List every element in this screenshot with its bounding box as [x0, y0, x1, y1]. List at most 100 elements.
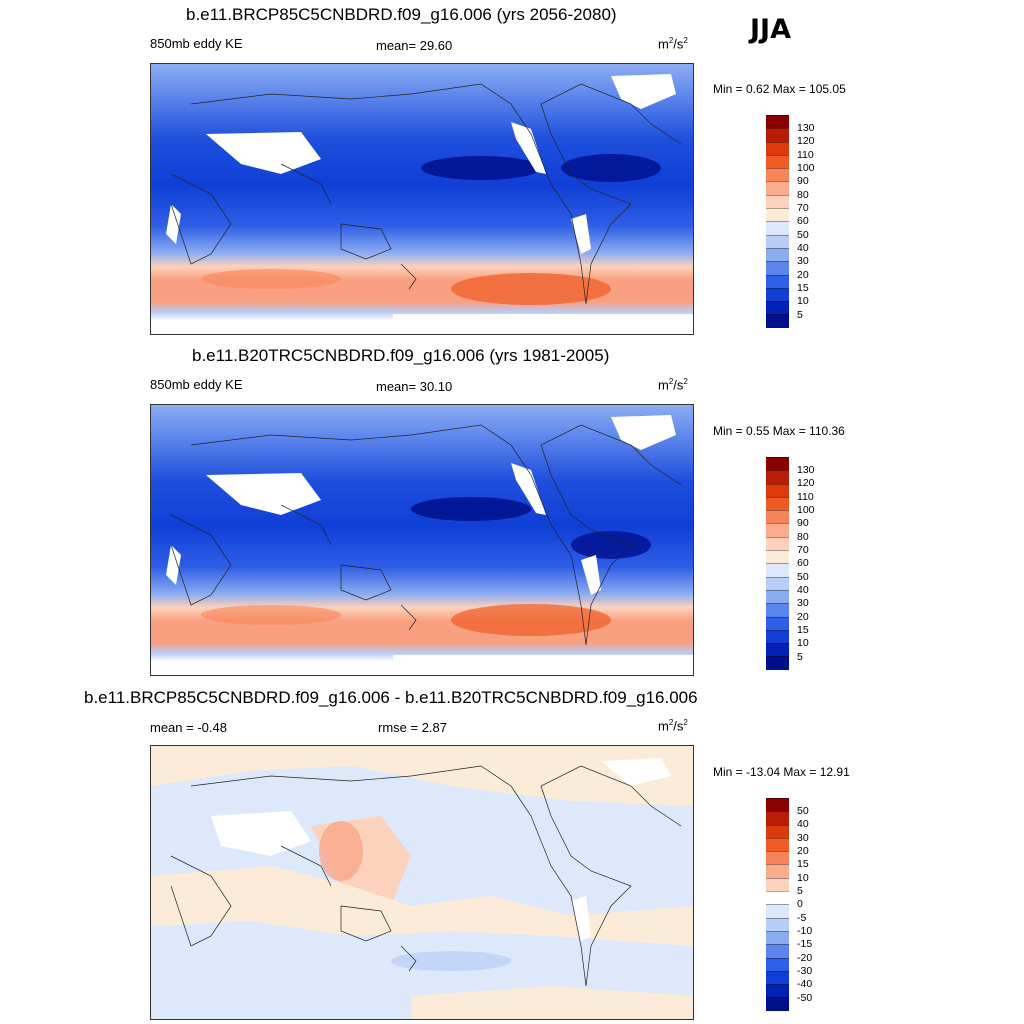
- colorbar-swatch: [766, 457, 789, 471]
- colorbar-tick-label: 130: [797, 122, 815, 134]
- colorbar-swatch: [766, 891, 789, 905]
- colorbar-tick-label: 40: [797, 818, 809, 830]
- colorbar-tick-label: -15: [797, 938, 813, 950]
- panel-2-minmax: Min = 0.55 Max = 110.36: [713, 424, 845, 438]
- colorbar-tick-label: -50: [797, 992, 813, 1004]
- colorbar-swatch: [766, 811, 789, 825]
- colorbar-tick-label: 120: [797, 477, 815, 489]
- colorbar-tick-label: 110: [797, 149, 814, 161]
- colorbar-tick-label: 30: [797, 597, 809, 609]
- colorbar-swatch: [766, 470, 789, 484]
- colorbar-swatch: [766, 314, 789, 328]
- colorbar-swatch: [766, 589, 789, 604]
- panel-1-map: [150, 63, 694, 335]
- colorbar-tick-label: 10: [797, 872, 809, 884]
- colorbar-swatch: [766, 141, 789, 155]
- colorbar-tick-label: 100: [797, 162, 815, 174]
- colorbar-swatch: [766, 603, 789, 617]
- colorbar-swatch: [766, 864, 789, 878]
- colorbar-tick-label: -20: [797, 952, 813, 964]
- colorbar-swatch: [766, 261, 789, 275]
- panel-3-colorbar: [766, 798, 789, 1011]
- panel-2-mean: mean= 30.10: [376, 379, 453, 394]
- panel-2-units: m2/s2: [658, 377, 688, 393]
- colorbar-swatch: [766, 629, 789, 644]
- colorbar-tick-label: 60: [797, 215, 809, 227]
- colorbar-tick-label: 100: [797, 504, 815, 516]
- colorbar-swatch: [766, 301, 789, 315]
- panel-2-field-label: 850mb eddy KE: [150, 377, 243, 392]
- colorbar-tick-label: -40: [797, 978, 813, 990]
- colorbar-tick-label: 15: [797, 282, 809, 294]
- colorbar-tick-label: 20: [797, 269, 809, 281]
- colorbar-swatch: [766, 234, 789, 248]
- colorbar-tick-label: 70: [797, 544, 809, 556]
- colorbar-tick-label: 40: [797, 242, 809, 254]
- panel-2-title: b.e11.B20TRC5CNBDRD.f09_g16.006 (yrs 198…: [192, 346, 610, 365]
- colorbar-swatch: [766, 984, 789, 998]
- colorbar-swatch: [766, 798, 789, 812]
- colorbar-tick-label: -10: [797, 925, 813, 937]
- colorbar-swatch: [766, 194, 789, 209]
- colorbar-swatch: [766, 904, 789, 918]
- colorbar-swatch: [766, 877, 789, 892]
- panel-1-units: m2/s2: [658, 36, 688, 52]
- colorbar-tick-label: 5: [797, 309, 803, 321]
- colorbar-swatch: [766, 536, 789, 551]
- colorbar-tick-label: 70: [797, 202, 809, 214]
- colorbar-swatch: [766, 643, 789, 657]
- colorbar-swatch: [766, 128, 789, 142]
- colorbar-tick-label: 120: [797, 135, 815, 147]
- colorbar-tick-label: 30: [797, 255, 809, 267]
- colorbar-swatch: [766, 930, 789, 945]
- colorbar-tick-label: 80: [797, 189, 809, 201]
- panel-1-minmax: Min = 0.62 Max = 105.05: [713, 82, 846, 96]
- colorbar-swatch: [766, 550, 789, 564]
- colorbar-swatch: [766, 616, 789, 630]
- panel-1-mean: mean= 29.60: [376, 38, 453, 53]
- colorbar-tick-label: 130: [797, 464, 815, 476]
- colorbar-tick-label: 50: [797, 229, 809, 241]
- colorbar-tick-label: 5: [797, 885, 803, 897]
- colorbar-tick-label: 10: [797, 637, 809, 649]
- colorbar-swatch: [766, 181, 789, 195]
- colorbar-swatch: [766, 837, 789, 852]
- colorbar-swatch: [766, 970, 789, 985]
- colorbar-swatch: [766, 483, 789, 497]
- colorbar-swatch: [766, 656, 789, 670]
- colorbar-tick-label: 80: [797, 531, 809, 543]
- colorbar-swatch: [766, 563, 789, 577]
- colorbar-tick-label: 20: [797, 845, 809, 857]
- colorbar-tick-label: 20: [797, 611, 809, 623]
- panel-3-mean: mean = -0.48: [150, 720, 227, 735]
- panel-3-minmax: Min = -13.04 Max = 12.91: [713, 765, 850, 779]
- panel-3-units: m2/s2: [658, 718, 688, 734]
- colorbar-swatch: [766, 957, 789, 971]
- colorbar-tick-label: 15: [797, 624, 809, 636]
- colorbar-swatch: [766, 274, 789, 288]
- panel-3-rmse: rmse = 2.87: [378, 720, 448, 735]
- colorbar-tick-label: 5: [797, 651, 803, 663]
- colorbar-swatch: [766, 115, 789, 129]
- panel-1-colorbar: [766, 115, 789, 328]
- colorbar-swatch: [766, 510, 789, 524]
- colorbar-tick-label: 50: [797, 805, 809, 817]
- colorbar-swatch: [766, 208, 789, 222]
- colorbar-swatch: [766, 221, 789, 235]
- panel-2-colorbar: [766, 457, 789, 670]
- panel-3-map: [150, 745, 694, 1020]
- colorbar-tick-label: -5: [797, 912, 807, 924]
- panel-3-title: b.e11.BRCP85C5CNBDRD.f09_g16.006 - b.e11…: [84, 688, 698, 707]
- panel-1-title: b.e11.BRCP85C5CNBDRD.f09_g16.006 (yrs 20…: [186, 5, 617, 24]
- colorbar-swatch: [766, 154, 789, 169]
- colorbar-tick-label: -30: [797, 965, 813, 977]
- colorbar-tick-label: 0: [797, 898, 803, 910]
- colorbar-swatch: [766, 287, 789, 302]
- colorbar-tick-label: 40: [797, 584, 809, 596]
- colorbar-swatch: [766, 851, 789, 865]
- colorbar-tick-label: 10: [797, 295, 809, 307]
- colorbar-swatch: [766, 168, 789, 182]
- colorbar-swatch: [766, 247, 789, 262]
- colorbar-swatch: [766, 824, 789, 838]
- colorbar-tick-label: 110: [797, 491, 814, 503]
